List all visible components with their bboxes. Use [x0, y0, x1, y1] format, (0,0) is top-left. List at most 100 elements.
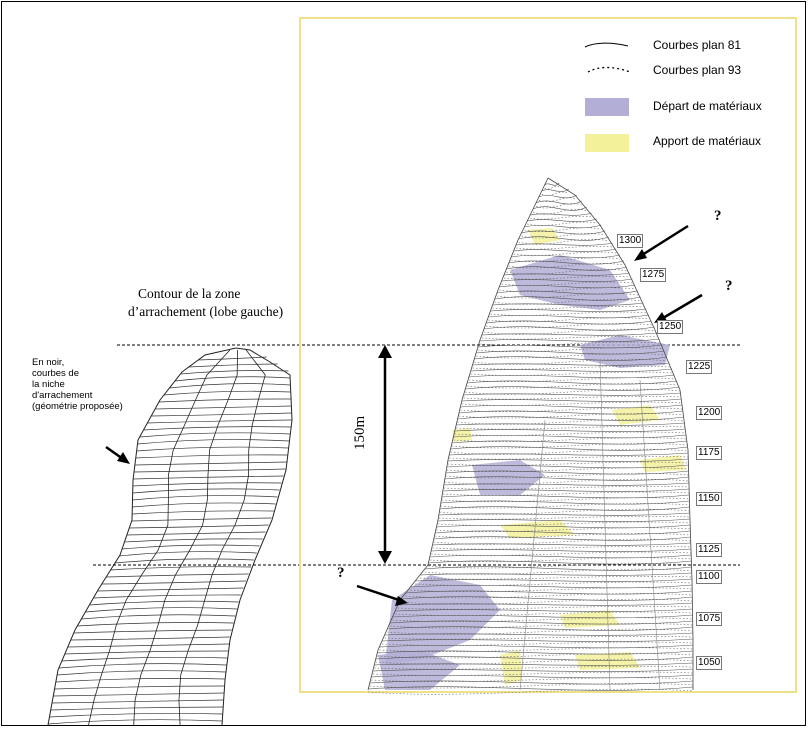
left-note-line4: d'arrachement: [32, 390, 93, 401]
left-note: En noir, courbes de la niche d'arracheme…: [32, 357, 123, 412]
legend-symbols: [584, 42, 631, 73]
contour-plan81: [541, 188, 569, 192]
lobe-contour-line: [106, 573, 249, 578]
contour-plan93: [375, 658, 694, 665]
lobe-cross-line: [178, 349, 266, 726]
contour-plan81: [395, 608, 693, 612]
contour-plan93: [405, 593, 693, 599]
legend-swatch-depart: [585, 98, 629, 116]
contour-plan81: [446, 464, 689, 469]
contour-plan93: [532, 209, 587, 215]
arrow-top-right: [634, 224, 689, 261]
contour-plan81: [444, 476, 689, 481]
lobe-contour-line: [53, 692, 224, 697]
lobe-contour-line: [135, 454, 288, 459]
contour-plan81: [447, 458, 689, 462]
contour-plan93: [447, 461, 689, 466]
contour-plan93: [456, 426, 685, 430]
lobe-contour-line: [50, 706, 224, 711]
contour-plan81: [431, 548, 692, 552]
contour-plan81: [415, 578, 693, 582]
map-panel: [299, 17, 797, 693]
contour-plan93: [535, 203, 582, 209]
contour-plan93: [486, 323, 652, 329]
legend-label-apport: Apport de matériaux: [653, 134, 762, 148]
contour-plan93: [440, 503, 690, 509]
left-title-line1: Contour de la zone: [138, 286, 241, 301]
contour-plan81: [428, 560, 692, 565]
contour-plan93: [372, 671, 694, 676]
contour-plan81: [503, 272, 630, 276]
contour-plan93: [461, 401, 682, 406]
lobe-contour-line: [174, 376, 291, 382]
contour-plan81: [467, 380, 678, 385]
depart-patch: [472, 460, 545, 495]
contour-plan81: [442, 488, 690, 492]
contour-plan93: [436, 527, 691, 533]
contour-plan81: [451, 440, 688, 445]
contour-plan81: [499, 284, 636, 289]
contour-plan93: [474, 358, 668, 365]
lobe-contour-line: [151, 412, 292, 417]
contour-plan93: [428, 563, 692, 569]
contour-plan81: [410, 584, 693, 589]
contour-plan81: [515, 242, 613, 246]
lobe-contour-line: [132, 510, 274, 515]
contour-plan81: [508, 260, 624, 265]
contour-plan81: [468, 374, 675, 379]
contour-plan81: [375, 656, 694, 661]
left-note-line5: (géométrie proposée): [32, 401, 123, 412]
lobe-contour-line: [77, 622, 234, 627]
contour-plan93: [384, 636, 693, 640]
contour-plan81: [435, 530, 691, 535]
contour-plan81: [387, 626, 693, 631]
lobe-contour-line: [198, 356, 267, 361]
contour-plan81: [368, 686, 694, 691]
lobe-contour-line: [73, 629, 232, 634]
contour-plan93: [530, 216, 592, 220]
depart-patch: [580, 335, 670, 368]
apport-patch: [640, 455, 686, 472]
lobe-contour-line: [180, 370, 289, 375]
left-title-line2: d’arrachement (lobe gauche): [128, 304, 284, 319]
scale-arrow: [378, 345, 392, 564]
left-note-line2: courbes de: [32, 368, 80, 379]
contour-plan81: [477, 344, 663, 349]
lobe-contour-line: [163, 390, 291, 396]
contour-plan81: [424, 566, 692, 571]
contour-plan93: [490, 311, 647, 316]
elevation-label: 1175: [696, 446, 722, 460]
contour-plan81: [458, 410, 684, 415]
lobe-contour-line: [61, 656, 228, 662]
contour-plan81: [429, 554, 692, 559]
contour-plan93: [368, 688, 694, 695]
profile-line: [519, 419, 546, 691]
elevation-label: 1200: [696, 406, 723, 420]
depart-patch: [385, 575, 500, 665]
question-mark-mid: ?: [725, 278, 733, 294]
contour-plan93: [431, 551, 692, 556]
contour-plan81: [501, 278, 633, 282]
arrow-bottom-left: [356, 584, 408, 606]
contour-plan81: [436, 524, 691, 529]
contour-plan93: [513, 251, 617, 256]
legend-label-depart: Départ de matériaux: [653, 99, 762, 113]
contour-plan81: [463, 392, 681, 396]
contour-plan93: [439, 508, 690, 515]
apport-patch: [452, 428, 472, 442]
left-note-line3: la niche: [32, 379, 65, 390]
contour-plan93: [377, 653, 694, 659]
contour-plan81: [439, 506, 690, 511]
contour-plan93: [395, 611, 693, 616]
lobe-contour-line: [64, 650, 229, 655]
contour-plan93: [441, 497, 690, 503]
lobe-contour-line: [58, 663, 227, 669]
legend-dotted-line-icon: [587, 66, 631, 73]
contour-plan81: [454, 428, 686, 432]
contour-plan81: [443, 482, 690, 486]
lobe-contour-line: [132, 495, 278, 501]
question-mark-bottom: ?: [337, 565, 345, 581]
lobe-contour-line: [124, 538, 263, 543]
contour-plan81: [438, 512, 690, 516]
hill-outline: [367, 177, 694, 691]
